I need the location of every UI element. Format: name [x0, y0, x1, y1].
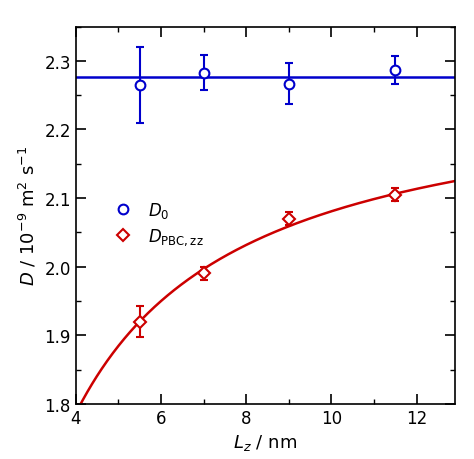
Legend: $D_0$, $D_\mathrm{PBC,zz}$: $D_0$, $D_\mathrm{PBC,zz}$ — [100, 194, 210, 254]
Y-axis label: $D$ / 10$^{-9}$ m$^2$ s$^{-1}$: $D$ / 10$^{-9}$ m$^2$ s$^{-1}$ — [18, 146, 39, 285]
X-axis label: $L_z$ / nm: $L_z$ / nm — [233, 432, 298, 452]
